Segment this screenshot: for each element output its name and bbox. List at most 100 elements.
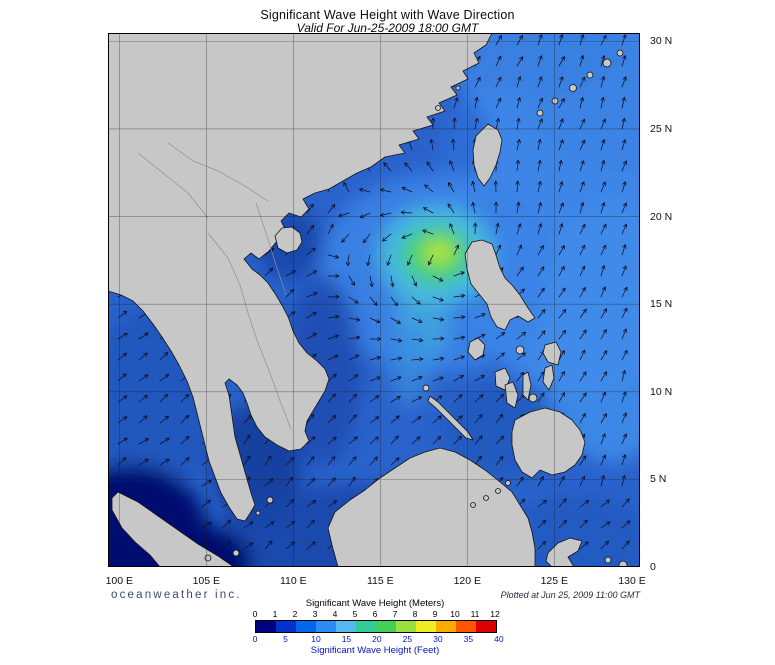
- lon-tick-label: 100 E: [105, 575, 134, 587]
- meters-tick-label: 5: [352, 609, 358, 619]
- hainan-island: [274, 226, 303, 254]
- borneo-island: [327, 447, 536, 567]
- lat-tick-label: 25 N: [650, 122, 673, 135]
- luzon-island: [464, 239, 536, 331]
- small-island: [495, 488, 501, 494]
- land-layer: [108, 33, 628, 567]
- colorbar-segment: [356, 621, 376, 632]
- mindanao-island: [511, 407, 586, 479]
- small-island: [470, 502, 476, 508]
- small-island: [616, 49, 624, 57]
- small-island: [618, 560, 628, 567]
- lon-tick-label: 130 E: [618, 575, 646, 587]
- small-island: [604, 556, 612, 564]
- wave-map: [108, 33, 640, 567]
- small-island: [551, 97, 559, 105]
- map-layers: [108, 33, 640, 567]
- colorbar-segment: [256, 621, 276, 632]
- storm-blob: [429, 245, 448, 260]
- meters-tick-label: 12: [490, 609, 500, 619]
- small-island: [569, 84, 577, 92]
- feet-tick-label: 30: [433, 634, 443, 644]
- feet-tick-label: 10: [311, 634, 321, 644]
- feet-tick-label: 40: [494, 634, 504, 644]
- lon-tick-label: 105 E: [192, 575, 221, 587]
- sumatra-island: [111, 491, 235, 567]
- meters-tick-label: 2: [292, 609, 298, 619]
- small-island: [204, 554, 212, 562]
- small-island: [536, 109, 544, 117]
- feet-tick-label: 25: [402, 634, 413, 644]
- oceanweather-logo: oceanweather inc.: [111, 589, 242, 601]
- small-island: [435, 105, 441, 111]
- colorbar-gradient-bar: [255, 620, 497, 633]
- colorbar-segment: [376, 621, 396, 632]
- small-island: [586, 71, 594, 79]
- lat-tick-label: 15 N: [650, 298, 673, 311]
- feet-tick-label: 0: [252, 634, 258, 644]
- feet-tick-label: 5: [283, 634, 288, 644]
- meters-tick-label: 0: [252, 609, 258, 619]
- meters-tick-label: 7: [392, 609, 398, 619]
- small-island: [422, 384, 430, 392]
- colorbar-segment: [296, 621, 316, 632]
- meters-tick-label: 10: [450, 609, 460, 619]
- colorbar-segment: [416, 621, 436, 632]
- small-island: [483, 495, 489, 501]
- colorbar-feet-ticks: 0 5 10 15 20 25 30 35 40: [252, 634, 507, 644]
- palawan-island: [427, 395, 474, 441]
- meters-tick-label: 3: [312, 609, 318, 619]
- lon-tick-label: 110 E: [279, 575, 307, 587]
- sulawesi-island: [545, 537, 583, 567]
- meters-tick-label: 6: [372, 609, 378, 619]
- colorbar-segment: [436, 621, 456, 632]
- inland-borders: [137, 142, 292, 430]
- lat-tick-label: 20 N: [650, 210, 673, 223]
- colorbar-feet-label: Significant Wave Height (Feet): [310, 645, 440, 656]
- mindoro-island: [467, 337, 486, 361]
- small-island: [266, 496, 274, 504]
- colorbar-meters-label: Significant Wave Height (Meters): [305, 598, 445, 609]
- samar-island: [542, 341, 562, 366]
- feet-tick-label: 15: [341, 634, 352, 644]
- lon-tick-label: 120 E: [453, 575, 482, 587]
- small-island: [455, 85, 461, 91]
- plotted-timestamp: Plotted at Jun 25, 2009 11:00 GMT: [500, 590, 640, 600]
- small-island: [528, 393, 538, 403]
- colorbar-segment: [276, 621, 296, 632]
- meters-tick-label: 1: [272, 609, 278, 619]
- chart-valid-time: Valid For Jun-25-2009 18:00 GMT: [296, 21, 479, 35]
- feet-tick-label: 35: [463, 634, 474, 644]
- small-island: [255, 510, 261, 516]
- small-island: [232, 549, 240, 557]
- lat-tick-label: 30 N: [650, 35, 673, 48]
- mainland-asia: [108, 33, 493, 522]
- meters-tick-label: 9: [432, 609, 438, 619]
- meters-tick-label: 8: [412, 609, 418, 619]
- lat-tick-label: 5 N: [650, 473, 667, 486]
- colorbar-meters-ticks: 0 1 2 3 4 5 6 7 8 9 10 11 12: [252, 609, 500, 619]
- taiwan-island: [472, 123, 503, 187]
- chart-title: Significant Wave Height with Wave Direct…: [260, 8, 515, 22]
- map-border: [108, 33, 640, 567]
- small-island: [515, 345, 525, 355]
- meters-tick-label: 4: [332, 609, 338, 619]
- colorbar-segment: [316, 621, 336, 632]
- colorbar-segment: [336, 621, 356, 632]
- colorbar-segment: [476, 621, 496, 632]
- lon-tick-label: 115 E: [366, 575, 394, 587]
- lat-tick-label: 10 N: [650, 385, 673, 398]
- lat-tick-label: 0: [650, 561, 656, 574]
- small-island: [602, 58, 612, 68]
- graticule: [108, 33, 640, 567]
- lon-tick-label: 125 E: [540, 575, 569, 587]
- meters-tick-label: 11: [470, 609, 480, 619]
- negros-island: [504, 381, 519, 409]
- map-frame: [108, 33, 640, 567]
- small-island: [505, 480, 511, 486]
- colorbar-segment: [396, 621, 416, 632]
- colorbar-segment: [456, 621, 476, 632]
- feet-tick-label: 20: [372, 634, 382, 644]
- leyte-island: [542, 364, 555, 391]
